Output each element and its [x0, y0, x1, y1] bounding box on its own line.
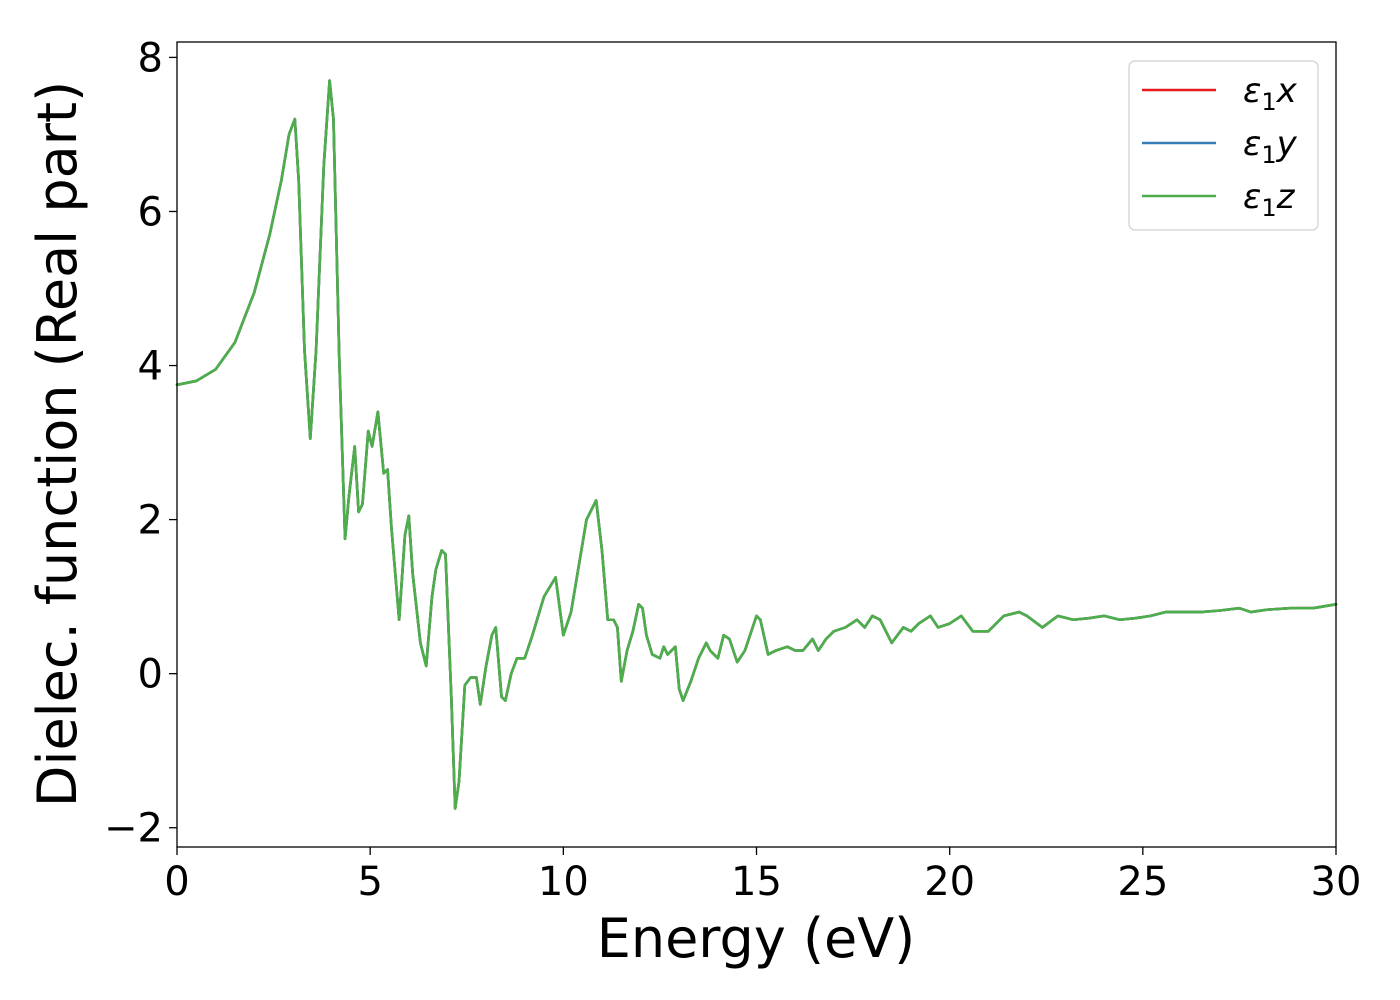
y-tick-label: 0 — [138, 652, 163, 698]
x-tick-label: 0 — [164, 859, 189, 905]
y-tick-label: −2 — [104, 806, 163, 852]
x-axis-ticks: 0 5 10 15 20 25 30 — [164, 847, 1361, 905]
legend-box — [1128, 60, 1319, 231]
y-axis-title: Dielec. function (Real part) — [26, 81, 89, 807]
series-line-e1z — [175, 79, 1338, 810]
x-axis-title: Energy (eV) — [597, 907, 916, 970]
y-tick-label: 8 — [138, 35, 163, 81]
legend-label-e1x: ε1x — [1243, 71, 1298, 116]
x-tick-label: 25 — [1117, 859, 1168, 905]
x-tick-label: 30 — [1311, 859, 1362, 905]
x-tick-label: 15 — [731, 859, 782, 905]
x-tick-label: 10 — [538, 859, 589, 905]
legend: ε1x ε1y ε1z — [1128, 60, 1319, 231]
x-tick-label: 5 — [357, 859, 382, 905]
x-tick-label: 20 — [924, 859, 975, 905]
y-axis-ticks: −2 0 2 4 6 8 — [104, 35, 177, 852]
y-tick-label: 4 — [138, 344, 163, 390]
legend-label-e1z: ε1z — [1243, 177, 1296, 222]
y-tick-label: 2 — [138, 498, 163, 544]
plot-lines — [175, 79, 1338, 810]
y-tick-label: 6 — [138, 189, 163, 235]
legend-label-e1y: ε1y — [1243, 124, 1298, 169]
